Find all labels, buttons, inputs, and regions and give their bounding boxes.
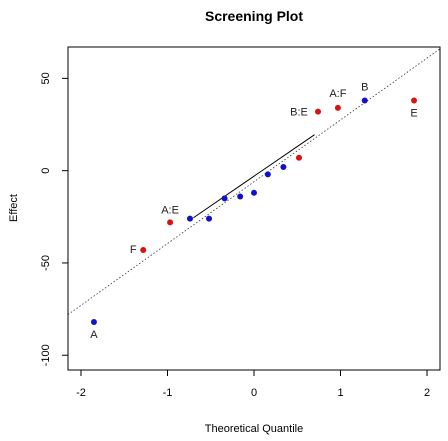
point-label-b-e: B:E [290, 107, 308, 119]
data-point-7 [251, 189, 257, 196]
data-point-14 [411, 97, 418, 104]
point-label-e: E [410, 108, 417, 120]
x-tick-label-2: 2 [424, 387, 430, 399]
data-point-4 [206, 215, 213, 222]
data-point-11 [315, 108, 322, 115]
data-point-2 [167, 219, 174, 226]
data-point-13 [361, 97, 368, 104]
y-axis: -100 -50 0 50 [40, 72, 68, 366]
y-axis-label: Effect [8, 194, 20, 222]
point-label-f: F [130, 244, 137, 256]
x-tick-label-0: 0 [251, 387, 257, 399]
x-tick-label--2: -2 [76, 387, 86, 399]
point-label-a: A [90, 329, 98, 341]
x-axis-label: Theoretical Quantile [205, 423, 303, 435]
data-point-9 [280, 163, 287, 170]
data-point-1 [140, 247, 147, 254]
y-tick-label-0: 0 [40, 168, 52, 174]
data-point-12 [334, 104, 341, 111]
reference-lines [67, 48, 441, 315]
reference-line [67, 48, 441, 315]
y-tick-label-50: 50 [40, 72, 52, 84]
data-point-0 [90, 319, 97, 326]
fit-segment [193, 134, 315, 219]
point-label-a-f: A:F [329, 88, 346, 100]
y-tick-label--50: -50 [40, 255, 52, 271]
data-point-6 [237, 193, 244, 200]
data-points [90, 97, 418, 326]
data-point-8 [264, 171, 271, 178]
data-point-3 [186, 215, 193, 222]
x-tick-label-1: 1 [337, 387, 343, 399]
x-tick-label--1: -1 [163, 387, 173, 399]
data-point-5 [221, 195, 228, 202]
plot-frame [67, 46, 441, 371]
chart-title: Screening Plot [205, 8, 303, 24]
point-labels: A F A:E B:E A:F B E [90, 82, 417, 341]
point-label-a-e: A:E [161, 204, 179, 216]
x-axis: -2 -1 0 1 2 [76, 370, 430, 399]
data-point-10 [295, 154, 302, 161]
y-tick-label--100: -100 [40, 344, 52, 366]
point-label-b: B [361, 82, 368, 94]
